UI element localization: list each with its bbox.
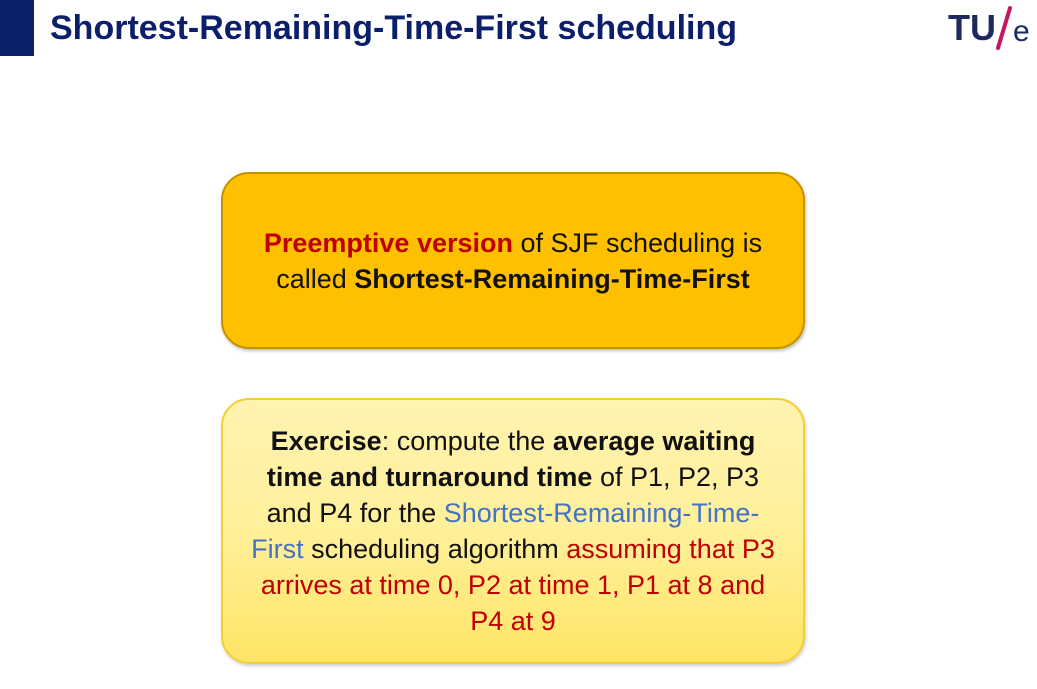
srtf-emphasis: Shortest-Remaining-Time-First bbox=[354, 263, 750, 294]
definition-box: Preemptive version of SJF scheduling is … bbox=[221, 172, 805, 349]
exercise-metrics: average waiting time and turnaround time bbox=[266, 426, 756, 492]
exercise-arrival-condition: assuming that P3 arrives at time 0, P2 a… bbox=[260, 534, 775, 636]
definition-body: of SJF scheduling is called bbox=[276, 227, 763, 294]
exercise-box: Exercise: compute the average waiting ti… bbox=[221, 398, 805, 664]
logo-suffix: e bbox=[1013, 15, 1030, 48]
exercise-processes: of P1, P2, P3 and P4 for the bbox=[266, 462, 760, 528]
exercise-label: Exercise bbox=[270, 426, 382, 456]
exercise-algorithm-suffix: scheduling algorithm bbox=[303, 534, 567, 564]
preemptive-highlight: Preemptive version bbox=[263, 227, 513, 258]
exercise-intro: : compute the bbox=[381, 426, 553, 456]
logo-slash-icon bbox=[996, 6, 1012, 50]
exercise-algorithm: Shortest-Remaining-Time-First bbox=[251, 498, 760, 564]
definition-text: Preemptive version of SJF scheduling is … bbox=[251, 225, 775, 297]
logo-letters: TU bbox=[948, 7, 996, 48]
tue-logo: TU e bbox=[948, 2, 1034, 52]
exercise-text: Exercise: compute the average waiting ti… bbox=[245, 423, 781, 639]
slide-title: Shortest-Remaining-Time-First scheduling bbox=[50, 9, 738, 47]
title-accent-bar bbox=[0, 0, 34, 56]
